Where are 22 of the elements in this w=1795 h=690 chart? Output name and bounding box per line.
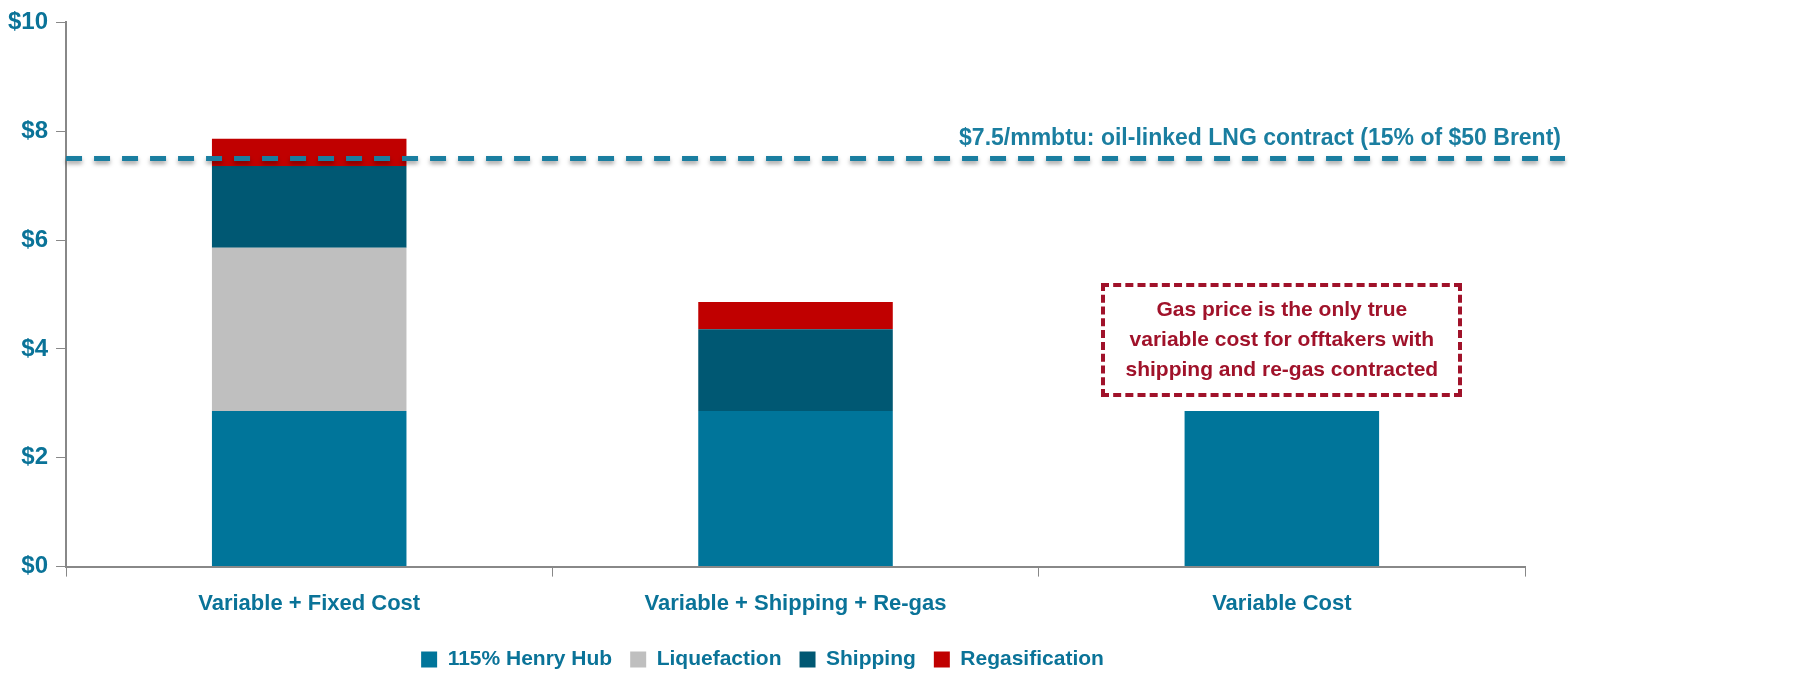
x-tick-label: Variable Cost [1212,589,1353,615]
bar [211,410,407,567]
annotation: Gas price is the only true variable cost for offtakers with shipping and re-gas contracted [1125,296,1439,380]
x-tick-label: Variable + Fixed Cost [198,589,421,615]
ref-line-label: $7.5/mmbtu: oil-linked LNG contract (15% of $50 Brent) [959,124,1561,151]
y-tick-label: $0 [21,551,49,579]
x-tick-label: Variable + Shipping + Re-gas [644,589,947,615]
legend-label: Regasification [960,646,1104,670]
bar [698,329,893,411]
bar [698,302,893,330]
y-tick-label: $6 [21,224,49,252]
y-tick-label: $4 [21,333,49,361]
legend-label: Liquefaction [656,646,782,670]
bar [1184,410,1380,567]
legend-label: 115% Henry Hub [447,646,613,670]
bar [211,247,407,411]
bar [698,410,893,567]
y-tick-label: $2 [21,442,49,470]
y-tick-label: $8 [21,115,49,143]
y-tick-label: $10 [8,7,49,35]
bar [211,166,407,248]
legend-label: Shipping [826,646,916,670]
